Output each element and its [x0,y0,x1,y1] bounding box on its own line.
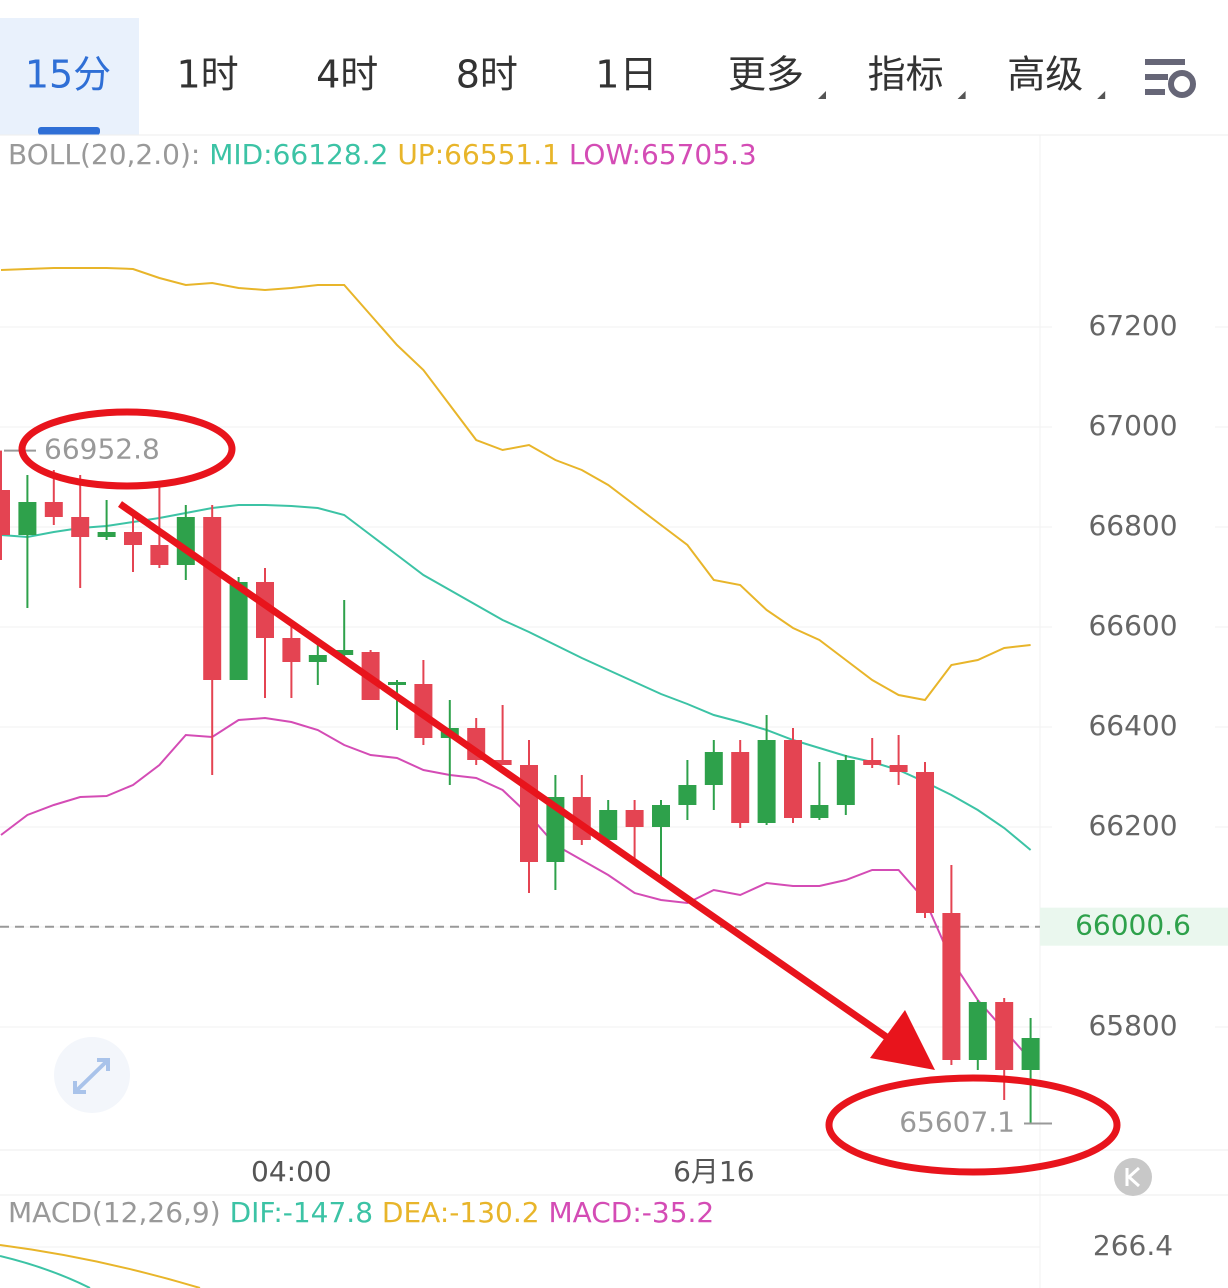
candle-body [995,1002,1014,1070]
candle-body [256,582,274,638]
candle-body [0,490,10,535]
tab[interactable]: 4时 [316,53,378,97]
scroll-latest-button[interactable] [1114,1158,1152,1196]
dropdown-indicator [957,91,966,99]
boll-up: UP:66551.1 [397,138,560,171]
candle-body [731,752,750,823]
candle-body [942,913,961,1060]
settings-icon[interactable] [1145,59,1196,98]
dropdown-indicator [818,91,826,99]
candle-body [625,810,644,827]
y-tick-label: 65800 [1088,1009,1177,1042]
candle-body [388,682,406,685]
boll-line [0,716,1032,1061]
tab[interactable]: 1时 [177,53,239,97]
candle-body [652,805,670,827]
selected-tab-indicator [38,127,100,135]
candle-body [520,765,538,862]
expand-button[interactable] [54,1037,130,1113]
macd-legend: MACD(12,26,9) DIF:-147.8 DEA:-130.2 MACD… [8,1196,714,1229]
low-marker-label: 65607.1 [899,1105,1015,1138]
candle-body [968,1002,987,1060]
boll-line [0,267,1031,702]
selected-tab-bg [0,18,139,135]
tab[interactable]: 指标 [868,53,944,97]
tab[interactable]: 高级 [1007,53,1083,97]
y-tick-label: 66800 [1088,509,1177,542]
candle-body [889,765,908,772]
candle-body [916,772,934,913]
macd-dea: DEA:-130.2 [382,1196,540,1229]
tab-bar [0,0,1228,135]
macd-dif-line [0,1255,91,1288]
boll-label: BOLL(20,2.0): [8,138,200,171]
candle-body [71,517,90,537]
boll-line [0,504,1032,851]
candle-body [97,532,116,537]
candle-body [282,638,301,662]
candle-body [229,582,248,680]
x-tick-label: 04:00 [251,1155,332,1188]
last-price-box [1040,907,1228,946]
macd-label: MACD(12,26,9) [8,1196,221,1229]
tab[interactable]: 15分 [25,53,111,97]
candle-body [678,785,697,805]
macd-dif: DIF:-147.8 [230,1196,373,1229]
tab[interactable]: 1日 [595,53,657,97]
candle-body [335,650,354,655]
y-tick-label: 66600 [1088,609,1177,642]
y-tick-label: 67200 [1088,309,1177,342]
boll-mid: MID:66128.2 [209,138,388,171]
candle-body [44,502,63,517]
y-tick-label: 67000 [1088,409,1177,442]
candle-body [784,740,802,818]
candle-body [124,532,142,545]
y-tick-label: 66400 [1088,709,1177,742]
high-marker-label: 66952.8 [44,433,160,466]
candle-body [493,760,512,765]
macd-dea-line [0,1244,201,1288]
candle-body [150,545,169,565]
macd-axis-label: 266.4 [1093,1229,1173,1262]
candle-body [18,502,37,535]
candle-body [308,655,327,662]
last-price-label: 66000.6 [1075,909,1191,942]
annotations [18,408,1121,1176]
macd-value: MACD:-35.2 [548,1196,714,1229]
y-tick-label: 66200 [1088,809,1177,842]
candle-body [836,760,855,805]
candle-body [203,517,222,680]
boll-low: LOW:65705.3 [569,138,757,171]
x-tick-label: 6月16 [673,1155,754,1188]
candle-body [863,760,882,765]
candle-body [757,740,776,823]
tab[interactable]: 更多 [728,53,804,97]
candle-body [704,752,723,785]
dropdown-indicator [1097,91,1106,99]
tab[interactable]: 8时 [456,53,518,97]
candle-body [599,810,618,840]
candle-body [810,805,829,818]
boll-legend: BOLL(20,2.0): MID:66128.2 UP:66551.1 LOW… [8,138,757,171]
candle-body [1021,1038,1040,1070]
